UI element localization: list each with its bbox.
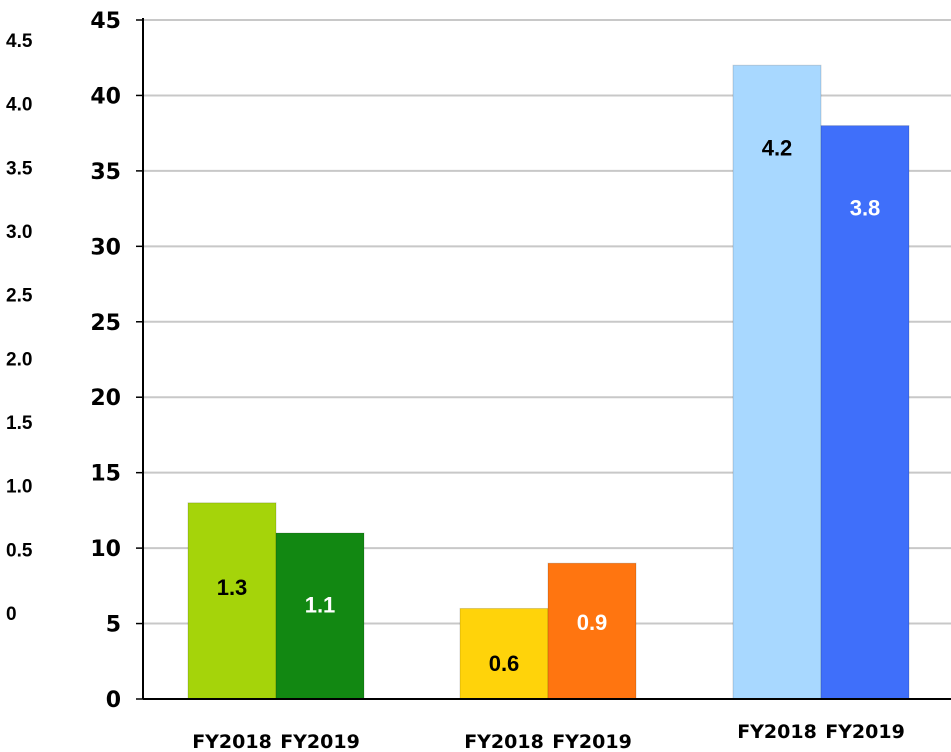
y-tick-label-inner: 40 xyxy=(90,84,121,109)
y-tick-label-outer: 0.5 xyxy=(6,540,33,561)
y-tick-label-outer: 1.5 xyxy=(6,413,33,434)
y-tick-label-inner: 20 xyxy=(90,386,121,411)
y-tick-label-outer: 4.5 xyxy=(6,31,33,52)
bar-value-label: 1.3 xyxy=(217,575,248,600)
bars xyxy=(187,64,910,700)
bar xyxy=(732,64,822,700)
bar xyxy=(275,532,365,700)
x-category-label: FY2019 xyxy=(280,731,360,752)
x-category-label: FY2019 xyxy=(552,731,632,752)
y-tick-label-inner: 45 xyxy=(90,9,121,34)
y-tick-label-outer: 3.5 xyxy=(6,158,33,179)
x-category-label: FY2018 xyxy=(192,731,272,752)
y-tick-label-outer: 0 xyxy=(6,604,17,625)
y-tick-label-inner: 30 xyxy=(90,235,121,260)
y-tick-label-inner: 0 xyxy=(106,688,121,713)
x-category-label: FY2018 xyxy=(737,721,817,743)
y-tick-label-outer: 4.0 xyxy=(6,95,32,116)
y-tick-label-outer: 2.0 xyxy=(6,349,32,370)
bar-value-label: 4.2 xyxy=(762,135,793,160)
y-tick-label-inner: 15 xyxy=(90,462,121,487)
y-tick-label-outer: 3.0 xyxy=(6,222,32,243)
y-tick-label-inner: 5 xyxy=(106,613,121,638)
bar-value-label: 0.9 xyxy=(577,610,608,635)
x-category-label: FY2019 xyxy=(825,721,905,743)
bar-value-label: 0.6 xyxy=(489,651,520,676)
y-axis-outer-ticks: 0 0.5 1.0 1.5 2.0 2.5 3.0 3.5 4.0 4.5 xyxy=(6,31,33,625)
axes xyxy=(142,18,951,700)
y-axis-inner-ticks: 0 5 10 15 20 25 30 35 40 45 xyxy=(90,9,143,713)
x-category-label: FY2018 xyxy=(464,731,544,752)
y-tick-label-inner: 10 xyxy=(90,537,121,562)
bar-value-labels: 1.3 1.1 0.6 0.9 4.2 3.8 xyxy=(217,135,881,676)
bar-value-label: 1.1 xyxy=(305,593,336,618)
y-tick-label-inner: 35 xyxy=(90,160,121,185)
y-tick-label-outer: 1.0 xyxy=(6,477,32,498)
bar-value-label: 3.8 xyxy=(850,196,881,221)
y-tick-label-outer: 2.5 xyxy=(6,286,33,307)
x-axis-category-labels: FY2018 FY2019 FY2018 FY2019 FY2018 FY2019 xyxy=(192,721,905,752)
y-tick-label-inner: 25 xyxy=(90,311,121,336)
bar xyxy=(187,502,277,700)
